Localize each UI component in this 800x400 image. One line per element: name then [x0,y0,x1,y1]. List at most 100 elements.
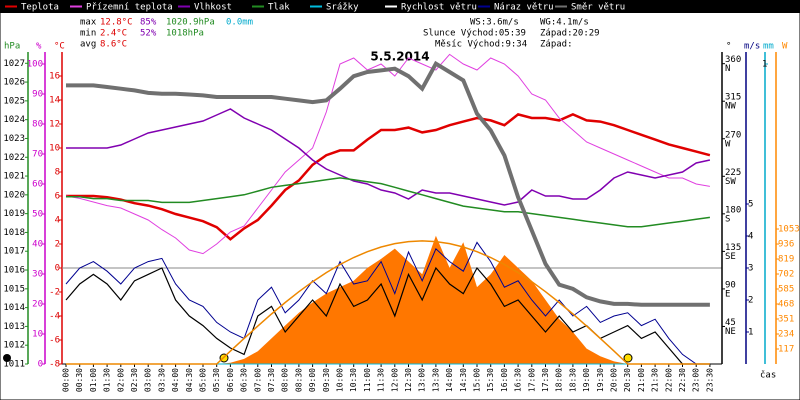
x-tick-label: 04:00 [171,368,180,392]
x-tick-label: 23:30 [705,368,714,392]
axis-title: °C [54,42,65,52]
stat: 0.0mm [226,18,253,28]
stat-label: max [80,18,97,28]
tick-label: 8 [55,168,60,178]
x-tick-label: 00:30 [75,368,84,392]
stat-label: min [80,29,96,39]
tick-label: 1013 [3,322,25,332]
tick-label: 180 [725,205,741,215]
x-tick-label: 00:00 [62,368,71,392]
tick-label: 1018 [3,228,25,238]
x-tick-label: 08:00 [281,368,290,392]
tick-label: NE [725,327,736,337]
axis-title: ° [726,42,731,52]
tick-label: 360 [725,55,741,65]
tick-label: 1011 [3,360,25,370]
stat-label: avg [80,40,96,50]
x-tick-label: 11:00 [363,368,372,392]
x-tick-label: 10:30 [349,368,358,392]
x-tick-label: 01:30 [103,368,112,392]
tick-label: S [725,214,730,224]
tick-label: 4 [55,216,60,226]
stat: 12.8°C [100,18,133,28]
tick-label: W [725,139,731,149]
stat: 85% [140,18,157,28]
x-tick-label: 03:00 [144,368,153,392]
legend-label: Vlhkost [194,3,232,13]
x-tick-label: 10:00 [336,368,345,392]
tick-label: 2 [55,240,60,250]
tick-label: 819 [778,255,794,265]
stat: 1020.9hPa [166,18,215,28]
tick-label: 1012 [3,341,25,351]
tick-label: 315 [725,93,741,103]
x-tick-label: 07:30 [267,368,276,392]
tick-label: 6 [55,192,60,202]
tick-label: 225 [725,168,741,178]
tick-label: 10 [32,330,43,340]
tick-label: 20 [32,300,43,310]
tick-label: 1019 [3,209,25,219]
info: Slunce Východ:05:39 [423,29,526,39]
x-tick-label: 14:30 [459,368,468,392]
x-tick-label: 20:00 [610,368,619,392]
tick-label: 585 [778,285,794,295]
axis-title: mm [763,42,774,52]
x-tick-label: 16:00 [500,368,509,392]
x-axis-title: čas [760,370,776,381]
tick-label: 2 [748,296,753,306]
tick-label: 100 [27,60,43,70]
legend-label: Tlak [268,3,290,13]
tick-label: 12 [49,120,60,130]
x-tick-label: 09:30 [322,368,331,392]
line [65,241,710,365]
tick-label: 1 [748,328,753,338]
info: WG:4.1m/s [540,18,589,28]
x-tick-label: 05:30 [212,368,221,392]
legend-label: Náraz větru [494,3,554,13]
tick-label: 117 [778,345,794,355]
x-tick-label: 06:00 [226,368,235,392]
x-tick-label: 12:30 [404,368,413,392]
x-tick-label: 12:00 [390,368,399,392]
info: Západ: [540,40,573,50]
info: Západ:20:29 [540,29,600,39]
x-tick-label: 08:30 [294,368,303,392]
x-tick-label: 17:30 [541,368,550,392]
x-tick-label: 21:00 [637,368,646,392]
tick-label: 5 [748,200,753,210]
x-tick-label: 22:00 [664,368,673,392]
tick-label: 45 [725,318,736,328]
tick-label: SW [725,177,736,187]
info: WS:3.6m/s [470,18,519,28]
tick-label: 936 [778,240,794,250]
chart-title: 5.5.2014 [370,50,429,64]
axis-title: m/s [744,42,760,52]
x-tick-label: 14:00 [445,368,454,392]
x-tick-label: 11:30 [377,368,386,392]
tick-label: 702 [778,270,794,280]
tick-label: 40 [32,240,43,250]
line [66,108,711,206]
x-tick-label: 07:00 [253,368,262,392]
x-tick-label: 19:00 [582,368,591,392]
stats: max 12.8°C 85% 1020.9hPa 0.0mm min 2.4°C… [80,18,600,50]
tick-label: 1015 [3,284,25,294]
tick-label: 1014 [3,303,25,313]
tick-label: 70 [32,150,43,160]
tick-label: 3 [748,264,753,274]
x-tick-label: 22:30 [678,368,687,392]
x-tick-label: 21:30 [651,368,660,392]
tick-label: 14 [49,96,60,106]
line [66,113,711,241]
tick-label: 80 [32,120,43,130]
x-tick-label: 13:30 [431,368,440,392]
tick-label: -4 [49,312,60,322]
stat: 8.6°C [100,40,127,50]
x-tick-label: 05:00 [199,368,208,392]
sunset-icon [623,353,633,363]
tick-label: -8 [49,360,60,370]
x-tick-label: 18:00 [555,368,564,392]
line [66,240,710,365]
